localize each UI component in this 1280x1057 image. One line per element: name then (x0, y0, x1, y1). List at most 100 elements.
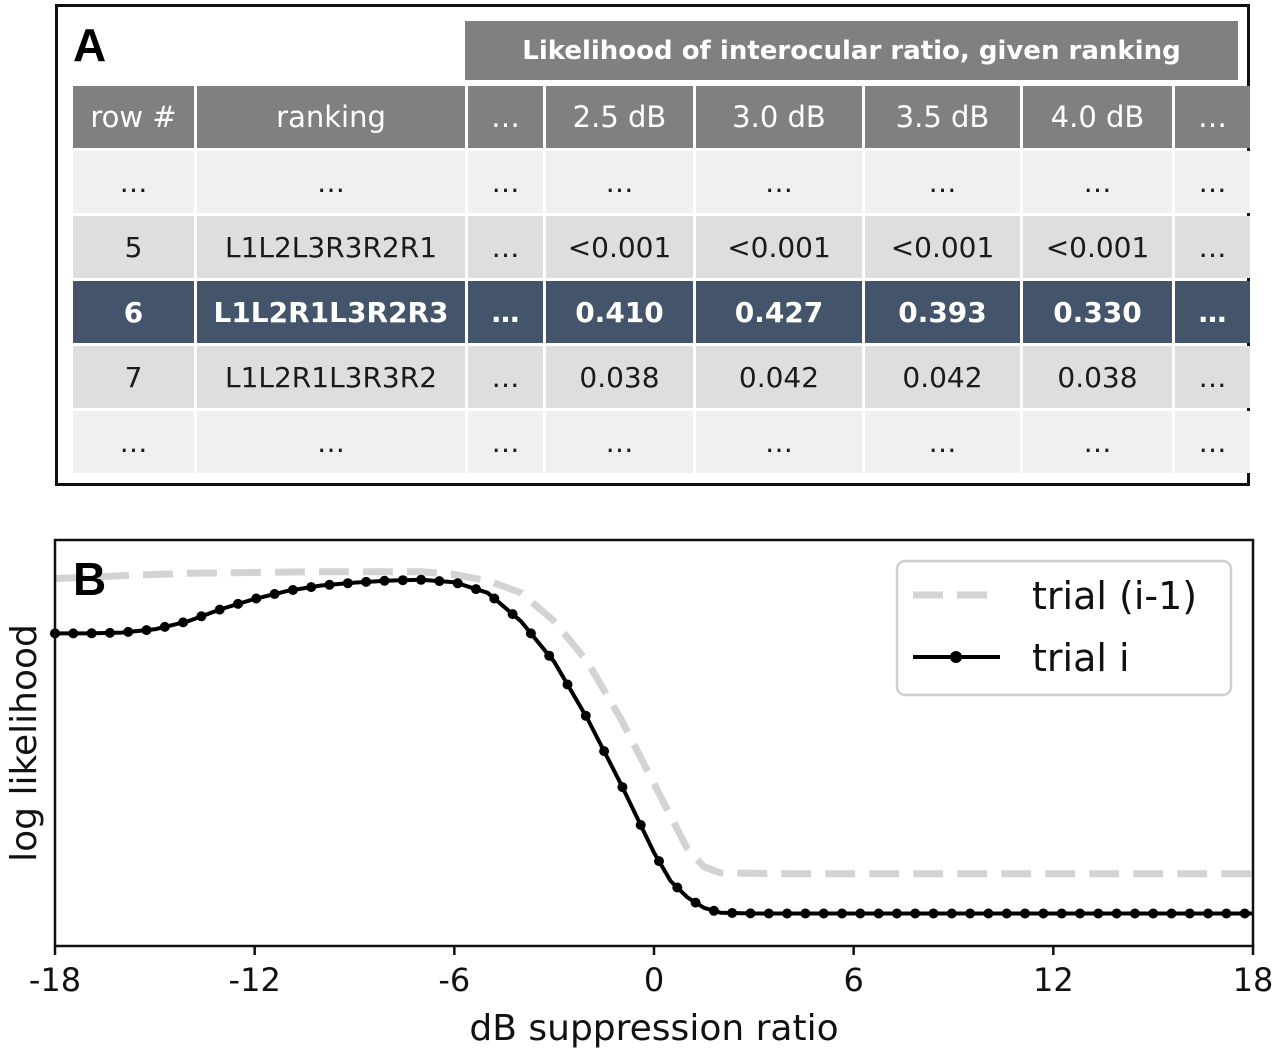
table-cell: … (468, 216, 543, 278)
data-point (1148, 908, 1159, 919)
data-point (690, 897, 701, 908)
data-point (599, 746, 610, 757)
data-point (324, 579, 335, 590)
column-header: … (1175, 86, 1250, 148)
table-cell: 0.038 (1023, 346, 1172, 408)
data-point (1221, 908, 1232, 919)
data-point (86, 628, 97, 639)
table-cell: … (1175, 151, 1250, 213)
table-cell: … (1175, 216, 1250, 278)
data-point (1203, 908, 1214, 919)
table-cell: … (696, 411, 862, 473)
data-point (891, 908, 902, 919)
highlighted-table-cell: L1L2R1L3R2R3 (197, 281, 465, 343)
data-point (544, 650, 555, 661)
data-point (782, 908, 793, 919)
column-header: 2.5 dB (546, 86, 693, 148)
table-cell: … (73, 411, 194, 473)
data-point (489, 593, 500, 604)
data-point (1075, 908, 1085, 919)
x-tick-label: -12 (229, 961, 281, 999)
likelihood-table: row # ranking… 2.5 dB 3.0 dB 3.5 dB 4.0 dB………… (73, 86, 1250, 473)
data-point (855, 908, 866, 919)
data-point (580, 710, 591, 721)
data-point (178, 617, 189, 628)
data-point (654, 856, 664, 867)
data-point (910, 908, 921, 919)
data-point (159, 621, 170, 632)
data-point (397, 575, 408, 586)
table-cell: … (1023, 151, 1172, 213)
data-point (214, 604, 225, 615)
table-cell: … (468, 411, 543, 473)
table-cell: … (73, 151, 194, 213)
data-point (507, 609, 518, 620)
table-cell: … (197, 151, 465, 213)
series-line-trial-i-minus-1 (55, 568, 1253, 878)
data-point (471, 584, 481, 595)
x-tick-label: 6 (843, 961, 863, 999)
data-point (708, 905, 719, 916)
highlighted-table-cell: 0.427 (696, 281, 862, 343)
data-point (983, 908, 994, 919)
table-cell: … (1175, 411, 1250, 473)
highlighted-table-cell: 6 (73, 281, 194, 343)
data-point (837, 908, 847, 919)
data-point (617, 782, 628, 793)
column-header: ranking (197, 86, 465, 148)
data-point (946, 908, 957, 919)
legend-swatch-marker (950, 651, 962, 663)
table-cell: … (546, 411, 693, 473)
table-cell: … (1175, 346, 1250, 408)
data-point (525, 628, 536, 639)
data-point (1184, 908, 1195, 919)
data-point (672, 882, 683, 893)
x-tick-label: -6 (438, 961, 470, 999)
highlighted-table-cell: … (1175, 281, 1250, 343)
data-point (1020, 908, 1030, 919)
highlighted-table-cell: … (468, 281, 543, 343)
data-point (379, 575, 390, 586)
table-cell: <0.001 (1023, 216, 1172, 278)
table-cell: 0.042 (865, 346, 1020, 408)
data-point (1093, 908, 1104, 919)
table-cell: … (546, 151, 693, 213)
data-point (104, 627, 115, 638)
data-point (452, 578, 463, 589)
data-point (800, 908, 811, 919)
data-point (306, 582, 317, 593)
table-cell: <0.001 (546, 216, 693, 278)
column-header: 4.0 dB (1023, 86, 1172, 148)
table-cell: 0.038 (546, 346, 693, 408)
data-point (287, 585, 298, 595)
table-cell: <0.001 (696, 216, 862, 278)
data-point (763, 908, 774, 919)
table-cell: … (1023, 411, 1172, 473)
x-tick-label: 0 (644, 961, 664, 999)
table-cell: … (468, 346, 543, 408)
table-cell: L1L2L3R3R2R1 (197, 216, 465, 278)
table-cell: L1L2R1L3R3R2 (197, 346, 465, 408)
data-point (1239, 908, 1250, 919)
data-point (1166, 908, 1177, 919)
table-cell: … (197, 411, 465, 473)
table-super-header: Likelihood of interocular ratio, given r… (465, 21, 1238, 80)
data-point (251, 593, 262, 604)
legend-label-trial-i: trial i (1032, 636, 1130, 680)
data-point (1129, 908, 1140, 919)
table-cell: … (468, 151, 543, 213)
x-axis-label: dB suppression ratio (469, 1008, 838, 1049)
data-point (1038, 908, 1049, 919)
data-point (965, 908, 976, 919)
legend-label-trial-i-minus-1: trial (i-1) (1032, 574, 1197, 618)
table-cell: 0.042 (696, 346, 862, 408)
x-tick-label: -18 (29, 961, 81, 999)
data-point (361, 576, 372, 587)
x-tick-label: 18 (1233, 961, 1274, 999)
data-point (873, 908, 884, 919)
panel-b-letter: B (73, 553, 107, 605)
table-cell: … (696, 151, 862, 213)
data-point (745, 908, 756, 919)
data-point (434, 576, 445, 587)
